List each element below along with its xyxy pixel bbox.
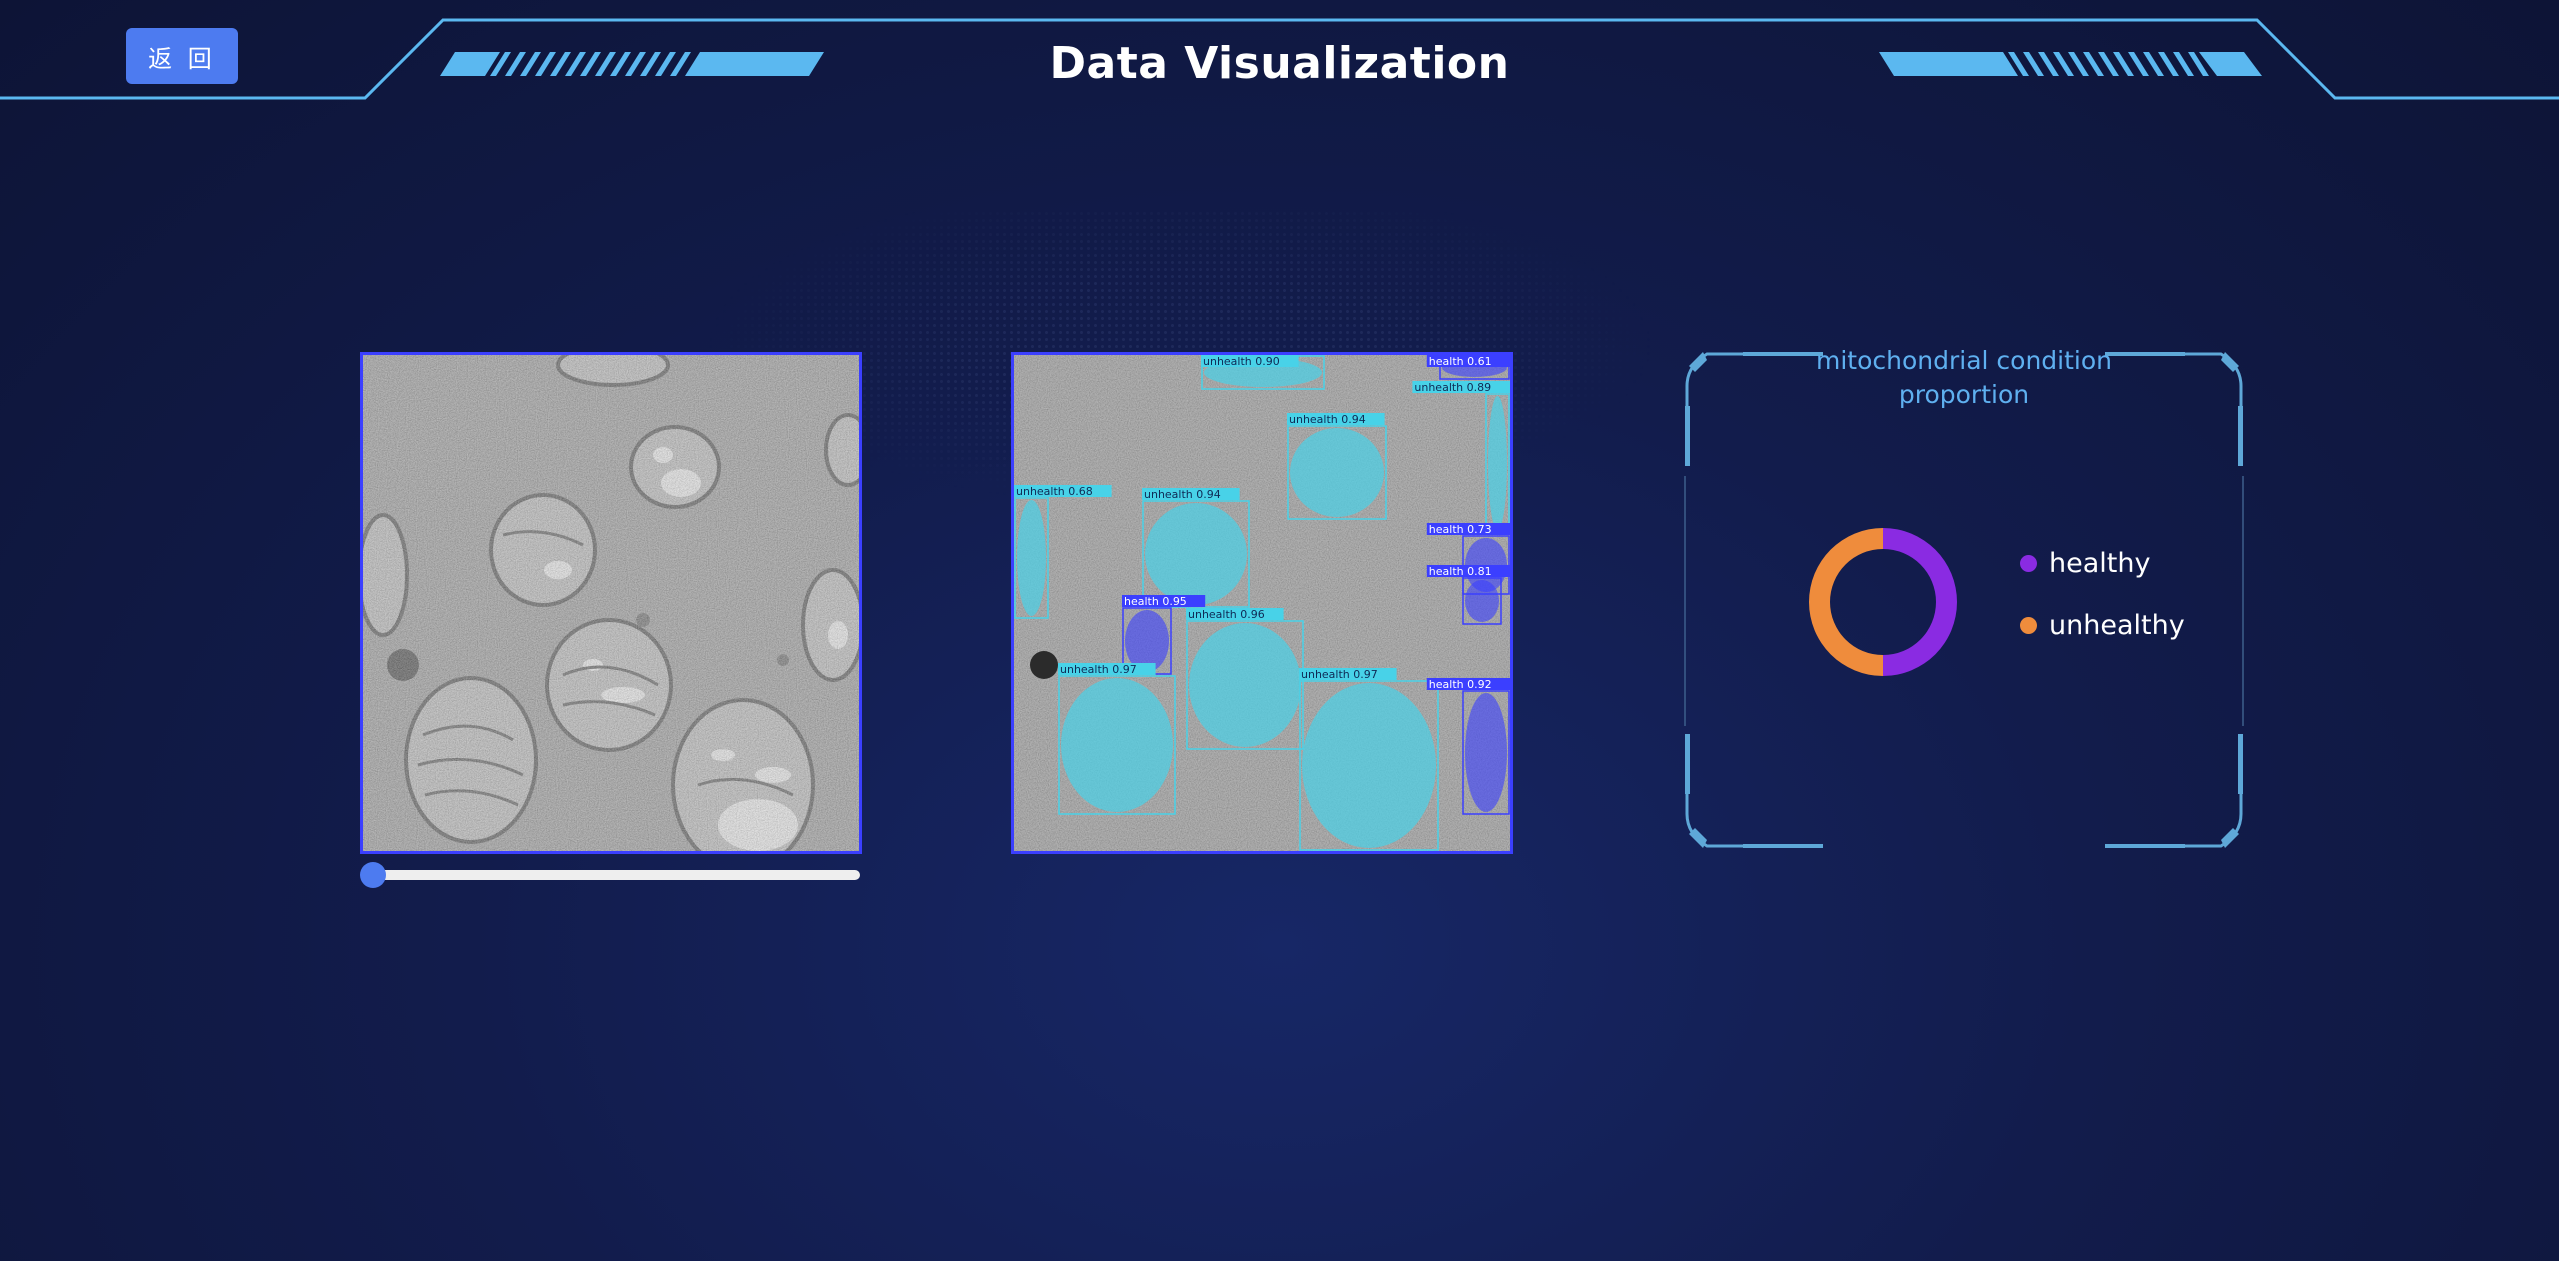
original-em-image	[360, 352, 862, 854]
legend-item-unhealthy[interactable]: unhealthy	[2020, 608, 2185, 642]
detection-label: unhealth 0.94	[1144, 488, 1221, 501]
legend-label-healthy: healthy	[2049, 547, 2151, 579]
detection-label: health 0.73	[1429, 523, 1492, 536]
detection-label: unhealth 0.90	[1203, 355, 1280, 368]
detection-box-healthy: health 0.95	[1122, 595, 1206, 675]
detection-label: unhealth 0.94	[1289, 413, 1366, 426]
detection-box-unhealthy: unhealth 0.68	[1014, 485, 1112, 619]
slider-handle[interactable]	[360, 862, 386, 888]
detection-box-unhealthy: unhealth 0.94	[1142, 488, 1250, 608]
page-title: Data Visualization	[1049, 38, 1510, 89]
slider-track[interactable]	[362, 870, 860, 880]
donut-slice-healthy[interactable]	[1883, 528, 1957, 676]
detection-label: health 0.95	[1124, 595, 1187, 608]
legend-item-healthy[interactable]: healthy	[2020, 546, 2150, 580]
detection-result-image: unhealth 0.90 health 0.61 unhealth 0.89 unh…	[1011, 352, 1513, 854]
detection-label: unhealth 0.68	[1016, 485, 1093, 498]
detection-label: unhealth 0.97	[1301, 668, 1378, 681]
detection-label: unhealth 0.89	[1414, 381, 1491, 394]
detection-box-unhealthy: unhealth 0.96	[1186, 608, 1304, 750]
detection-label: health 0.92	[1429, 678, 1492, 691]
legend-label-unhealthy: unhealthy	[2049, 609, 2185, 641]
detection-box-unhealthy: unhealth 0.90	[1201, 355, 1325, 390]
condition-proportion-panel: mitochondrial condition proportion healt…	[1683, 346, 2245, 854]
detection-label: health 0.81	[1429, 565, 1492, 578]
legend-dot-healthy	[2020, 554, 2037, 572]
chart-title-line-1: mitochondrial condition	[1815, 346, 2113, 375]
detection-box-unhealthy: unhealth 0.97	[1058, 663, 1176, 815]
back-button[interactable]: 返 回	[126, 28, 238, 84]
panel-frame	[1684, 352, 2244, 848]
detection-label: health 0.61	[1429, 355, 1492, 368]
detection-label: unhealth 0.97	[1060, 663, 1137, 676]
detection-box-unhealthy: unhealth 0.89	[1412, 381, 1510, 533]
donut-chart	[1809, 528, 1957, 676]
image-slider[interactable]	[360, 862, 860, 888]
detection-box-unhealthy: unhealth 0.97	[1299, 668, 1439, 851]
detection-box-unhealthy: unhealth 0.94	[1287, 413, 1387, 520]
detection-box-healthy: health 0.81	[1426, 565, 1510, 625]
detection-box-healthy: health 0.92	[1426, 678, 1510, 815]
donut-slice-unhealthy[interactable]	[1809, 528, 1883, 676]
detection-box-healthy: health 0.61	[1426, 355, 1510, 380]
legend-dot-unhealthy	[2020, 616, 2037, 634]
detection-label: unhealth 0.96	[1188, 608, 1265, 621]
chart-title-line-2: proportion	[1898, 380, 2030, 409]
header-frame	[0, 18, 2559, 100]
